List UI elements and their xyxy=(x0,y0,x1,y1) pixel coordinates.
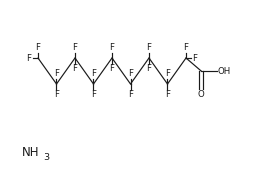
Text: F: F xyxy=(183,43,188,52)
Text: F: F xyxy=(128,69,133,78)
Text: F: F xyxy=(91,90,96,99)
Text: F: F xyxy=(165,69,170,78)
Text: F: F xyxy=(193,54,198,62)
Text: 3: 3 xyxy=(43,153,49,162)
Text: F: F xyxy=(146,64,151,73)
Text: NH: NH xyxy=(22,147,40,160)
Text: F: F xyxy=(128,90,133,99)
Text: F: F xyxy=(26,54,31,62)
Text: F: F xyxy=(54,69,59,78)
Text: F: F xyxy=(146,43,151,52)
Text: OH: OH xyxy=(218,67,231,76)
Text: F: F xyxy=(110,43,114,52)
Text: F: F xyxy=(110,64,114,73)
Text: F: F xyxy=(54,90,59,99)
Text: F: F xyxy=(165,90,170,99)
Text: F: F xyxy=(73,64,78,73)
Text: O: O xyxy=(198,90,205,99)
Text: F: F xyxy=(91,69,96,78)
Text: F: F xyxy=(35,43,41,52)
Text: F: F xyxy=(73,43,78,52)
